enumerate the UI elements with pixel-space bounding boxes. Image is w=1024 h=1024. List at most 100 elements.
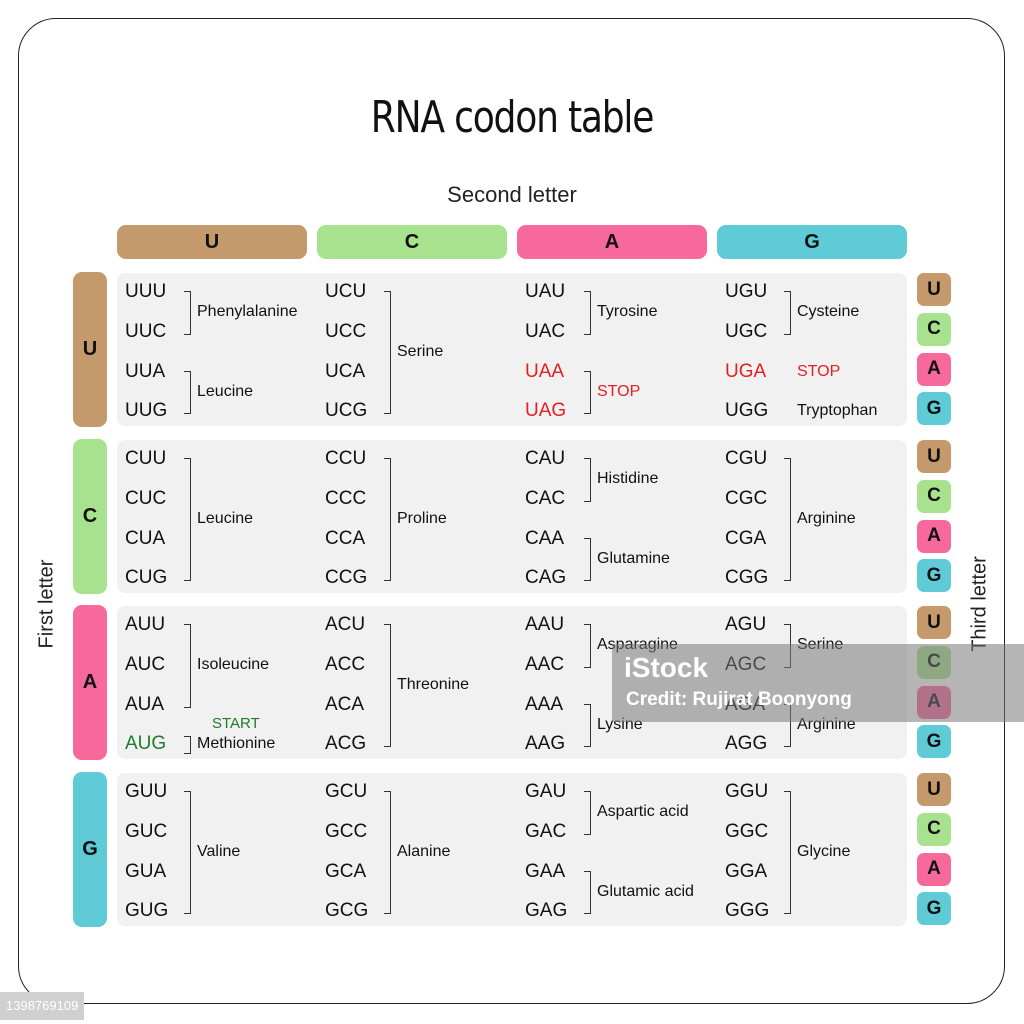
- second-letter-C: C: [317, 225, 507, 259]
- amino-acid-label: Leucine: [197, 382, 254, 400]
- watermark-logo: iStock: [624, 652, 709, 683]
- codon: UUC: [125, 320, 167, 342]
- second-letter-U: U: [117, 225, 307, 259]
- amino-acid-label: Aspartic acid: [597, 802, 689, 820]
- codon-bracket: [384, 791, 391, 915]
- codon: AAC: [525, 653, 565, 675]
- codon: UUU: [125, 281, 167, 302]
- codon: CCC: [325, 487, 367, 509]
- codon: UCU: [325, 281, 367, 302]
- third-letter-C: C: [917, 812, 951, 846]
- codon: GGU: [725, 781, 769, 802]
- first-letter-U: U: [73, 272, 107, 427]
- first-letter-label: First letter: [35, 559, 58, 649]
- codon: CGU: [725, 448, 768, 469]
- second-letter-G: G: [717, 225, 907, 259]
- codon: CCU: [325, 448, 367, 469]
- codon: CUC: [125, 487, 167, 509]
- codon: CGA: [725, 527, 767, 549]
- first-letter-G: G: [73, 772, 107, 927]
- row-panel-C: [117, 440, 907, 593]
- codon: CAU: [525, 448, 566, 469]
- amino-acid-label: STOP: [597, 382, 641, 400]
- row-panel-G: [117, 773, 907, 926]
- codon: CGC: [725, 487, 768, 509]
- third-letter-C: C: [917, 312, 951, 346]
- codon: AGU: [725, 614, 767, 635]
- codon: CAG: [525, 567, 567, 589]
- codon-bracket: [184, 291, 191, 335]
- codon: UUG: [125, 400, 168, 422]
- codon: CCA: [325, 527, 366, 549]
- codon: CCG: [325, 567, 368, 589]
- codon-bracket: [584, 791, 591, 835]
- codon-bracket: [584, 703, 591, 748]
- amino-acid-label: Alanine: [397, 842, 451, 860]
- codon: GAA: [525, 860, 566, 882]
- amino-acid-label: Isoleucine: [197, 655, 270, 673]
- codon-bracket: [184, 370, 191, 415]
- third-letter-G: G: [917, 725, 951, 759]
- amino-acid-label: Leucine: [197, 509, 254, 527]
- codon: GCU: [325, 781, 368, 802]
- codon: AUU: [125, 614, 166, 635]
- amino-acid-label: Tyrosine: [597, 302, 658, 320]
- codon: CUG: [125, 567, 168, 589]
- codon: AUG: [125, 733, 167, 755]
- amino-acid-label: Serine: [397, 342, 444, 360]
- second-letter-label: Second letter: [447, 182, 577, 207]
- codon: GAG: [525, 900, 568, 922]
- third-letter-A: A: [917, 352, 951, 386]
- codon: GAU: [525, 781, 567, 802]
- amino-acid-label: Valine: [197, 842, 241, 860]
- codon: GAC: [525, 820, 567, 842]
- codon: GUA: [125, 860, 167, 882]
- amino-acid-label: Phenylalanine: [197, 302, 298, 320]
- third-letter-U: U: [917, 440, 951, 473]
- codon-bracket: [584, 870, 591, 915]
- codon-bracket: [584, 291, 591, 335]
- third-letter-C: C: [917, 479, 951, 513]
- codon: GGG: [725, 900, 770, 922]
- row-panel-U: [117, 273, 907, 426]
- codon: AAU: [525, 614, 565, 635]
- codon: UAG: [525, 400, 567, 422]
- codon: UAA: [525, 360, 565, 382]
- codon-bracket: [784, 791, 791, 915]
- third-letter-A: A: [917, 852, 951, 886]
- codon-bracket: [184, 624, 191, 708]
- amino-acid-label: Glutamic acid: [597, 882, 694, 900]
- third-letter-U: U: [917, 273, 951, 306]
- codon-bracket: [184, 791, 191, 915]
- third-letter-G: G: [917, 392, 951, 426]
- codon: GGC: [725, 820, 769, 842]
- codon: CAC: [525, 487, 566, 509]
- codon: AAG: [525, 733, 566, 755]
- codon: AUA: [125, 693, 165, 715]
- codon-bracket: [584, 370, 591, 415]
- third-letter-label: Third letter: [968, 556, 991, 652]
- amino-acid-label: Methionine: [197, 735, 276, 753]
- codon: GCA: [325, 860, 367, 882]
- start-label: START: [212, 715, 260, 733]
- amino-acid-label: Threonine: [397, 675, 470, 693]
- codon: UAC: [525, 320, 566, 342]
- codon: UGU: [725, 281, 768, 302]
- codon: UCA: [325, 360, 366, 382]
- third-letter-U: U: [917, 606, 951, 639]
- third-letter-A: A: [917, 519, 951, 553]
- amino-acid-label: Glutamine: [597, 549, 670, 567]
- codon: UGC: [725, 320, 768, 342]
- codon: CUU: [125, 448, 167, 469]
- codon: AUC: [125, 653, 166, 675]
- amino-acid-label: Proline: [397, 509, 447, 527]
- codon: GGA: [725, 860, 768, 882]
- amino-acid-label: Glycine: [797, 842, 851, 860]
- codon: GUC: [125, 820, 168, 842]
- codon: ACU: [325, 614, 366, 635]
- codon-bracket: [384, 291, 391, 415]
- codon: UUA: [125, 360, 166, 382]
- codon: UCC: [325, 320, 367, 342]
- codon: ACC: [325, 653, 366, 675]
- page-title: RNA codon table: [370, 92, 655, 143]
